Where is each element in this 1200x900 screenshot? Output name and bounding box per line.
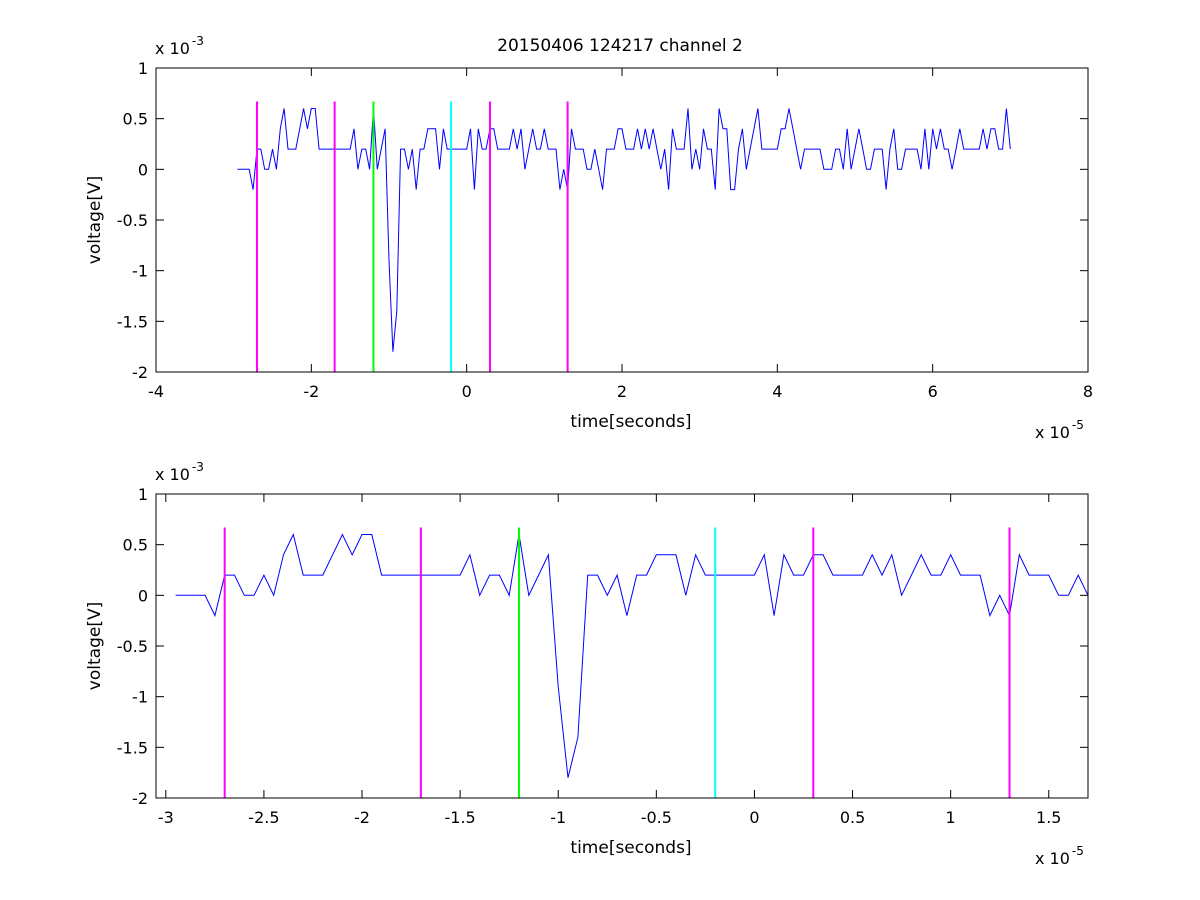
- x-multiplier-base: x 10: [1035, 849, 1070, 868]
- x-multiplier-base: x 10: [1035, 423, 1070, 442]
- x-tick-label: -3: [158, 808, 174, 827]
- x-multiplier-exponent: -5: [1072, 844, 1084, 858]
- x-tick-label: 0: [749, 808, 759, 827]
- x-tick-label: 4: [772, 382, 782, 401]
- y-multiplier-base: x 10: [155, 39, 190, 58]
- y-multiplier-exponent: -3: [192, 34, 204, 48]
- x-axis-label: time[seconds]: [570, 838, 691, 858]
- x-axis-label: time[seconds]: [570, 412, 691, 432]
- x-tick-label: 6: [928, 382, 938, 401]
- signal-trace: [175, 533, 1089, 778]
- x-tick-label: 0: [462, 382, 472, 401]
- y-tick-label: -0.5: [117, 211, 148, 230]
- y-tick-label: -1.5: [117, 738, 148, 757]
- x-tick-label: -1.5: [445, 808, 476, 827]
- axes-box: [155, 67, 1089, 373]
- y-tick-label: 0: [138, 160, 148, 179]
- x-tick-label: 1.5: [1036, 808, 1061, 827]
- x-multiplier: x 10 -5: [1035, 418, 1084, 442]
- x-tick-label: -4: [148, 382, 164, 401]
- y-tick-label: -1: [132, 262, 148, 281]
- x-multiplier-exponent: -5: [1072, 418, 1084, 432]
- x-tick-label: 8: [1083, 382, 1093, 401]
- x-tick-label: -2: [303, 382, 319, 401]
- y-tick-label: 0: [138, 586, 148, 605]
- axes-box: [155, 493, 1089, 799]
- y-tick-label: 0.5: [123, 110, 148, 129]
- y-multiplier-base: x 10: [155, 465, 190, 484]
- figure-title: 20150406 124217 channel 2: [497, 36, 743, 56]
- x-tick-label: -2.5: [248, 808, 279, 827]
- x-tick-label: -1: [550, 808, 566, 827]
- y-multiplier: x 10 -3: [155, 34, 204, 58]
- y-tick-label: -2: [132, 789, 148, 808]
- y-tick-label: -1: [132, 688, 148, 707]
- x-tick-label: -2: [354, 808, 370, 827]
- x-tick-label: 2: [617, 382, 627, 401]
- x-tick-label: 1: [946, 808, 956, 827]
- x-tick-label: 0.5: [840, 808, 865, 827]
- y-tick-label: -2: [132, 363, 148, 382]
- y-axis-label: voltage[V]: [85, 176, 105, 264]
- top-subplot: -4 -2 0 2 4 6 8-2-1.5-1-0.500.51time[seconds]v…: [85, 34, 1093, 442]
- y-tick-label: -1.5: [117, 312, 148, 331]
- y-tick-label: 0.5: [123, 536, 148, 555]
- y-tick-label: -0.5: [117, 637, 148, 656]
- y-axis-label: voltage[V]: [85, 602, 105, 690]
- y-tick-label: 1: [138, 485, 148, 504]
- x-tick-label: -0.5: [641, 808, 672, 827]
- y-multiplier-exponent: -3: [192, 460, 204, 474]
- bottom-subplot: -3 -2.5 -2 -1.5 -1 -0.5 0 0.5 1 1.5 -2 -1.5 -1 -0.5 0 0…: [85, 460, 1089, 868]
- y-tick-label: 1: [138, 59, 148, 78]
- signal-trace: [237, 108, 1011, 352]
- y-multiplier: x 10 -3: [155, 460, 204, 484]
- x-multiplier: x 10 -5: [1035, 844, 1084, 868]
